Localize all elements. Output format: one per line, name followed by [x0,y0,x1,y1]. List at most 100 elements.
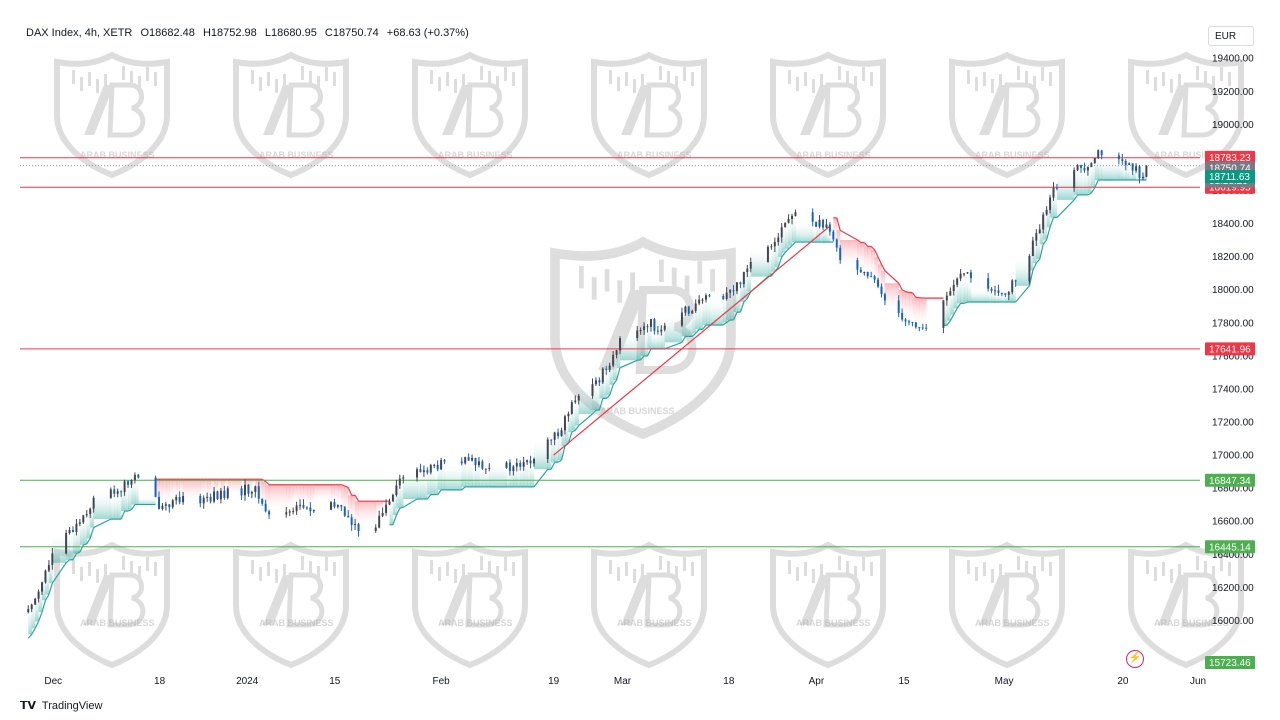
ohlc-low: L18680.95 [264,27,317,39]
cloud-segment [788,215,793,246]
cloud-segment [995,293,999,303]
trend-stop-line [341,484,345,487]
cloud-segment [743,268,748,299]
candle [433,463,436,469]
candle [350,514,353,531]
trend-stop-line [836,217,841,231]
time-tick-label: 18 [154,676,166,687]
candle [1042,212,1045,234]
time-tick-label: Jun [1190,676,1206,687]
trend-stop-line [612,379,618,386]
candle [698,295,701,306]
candle [577,394,580,405]
cloud-segment [1136,178,1140,180]
cloud-segment [616,338,621,368]
candle [374,524,377,533]
cloud-segment [248,479,253,492]
candle [908,319,911,326]
cloud-segment [864,246,869,277]
candle [27,605,30,614]
trend-stop-line [664,341,683,350]
cloud-segment [262,481,266,512]
svg-text:16445.14: 16445.14 [1209,542,1251,553]
symbol-name[interactable]: DAX Index, 4h, XETR [26,27,133,39]
cloud-segment [1129,170,1133,180]
brand-name: TradingView [41,700,103,712]
cloud-segment [351,495,356,524]
level-price-tag[interactable]: 16847.34 [1205,473,1255,487]
trend-stop-line [550,461,556,470]
footer-brand[interactable]: 𝗧𝗩 TradingView [20,699,102,712]
cloud-segment [953,278,958,309]
candle [553,431,556,446]
cloud-segment [31,598,36,629]
trendline[interactable] [553,226,830,456]
trend-stop-line [901,289,906,293]
trend-stop-line [640,355,645,361]
cloud-segment [461,457,466,487]
candle [178,491,181,505]
candle [347,510,350,518]
cloud-segment [165,479,170,508]
cloud-segment [444,463,463,490]
price-tag[interactable]: 15723.46 [1205,656,1255,670]
horizontal-levels [20,157,1200,548]
cloud-segment [874,256,879,287]
candle [168,503,171,513]
candle [309,502,312,517]
cloud-segment [988,290,992,303]
trend-stop-line [344,485,349,489]
level-price-tag[interactable]: 16445.14 [1205,540,1255,554]
level-price-tag[interactable]: 17641.96 [1205,342,1255,356]
candle [608,362,611,373]
candle [639,327,642,335]
trend-stop-line [963,301,968,304]
time-axis[interactable]: Dec 18 2024 15 Feb 19 Mar 18 Apr 15 May 20 Jun [44,676,1206,687]
cloud-segment [812,226,817,243]
cloud-segment [1074,165,1078,195]
trend-stop-line [31,628,36,635]
candle [1083,162,1086,173]
cloud-segment [441,461,445,490]
cloud-segment [399,477,404,508]
cloud-segment [1056,170,1075,200]
trend-stop-line [870,246,876,251]
cloud-segment [42,570,46,601]
cloud-segment [568,402,573,432]
trend-stop-line [905,291,910,293]
candle [1049,194,1052,214]
cloud-segment [819,227,824,243]
trend-stop-line [461,486,466,491]
price-tag[interactable]: 18783.23 [1205,150,1255,164]
candle [1055,183,1058,191]
candle [436,460,439,472]
price-tag[interactable]: 18711.63 [1205,169,1255,183]
cloud-segment [523,460,528,487]
cloud-segment [613,350,617,381]
trend-stop-line [79,544,84,553]
candle [202,495,205,509]
trend-stop-line [354,494,360,502]
candle [729,288,732,299]
currency-selector[interactable]: EUR [1208,26,1254,46]
cloud-segment [220,479,225,498]
candle [137,473,140,479]
flash-icon[interactable]: ⚡ [1126,650,1144,668]
cloud-segment [943,295,948,326]
trend-stop-line [89,527,95,539]
candle [82,515,85,524]
time-tick-label: 15 [329,676,341,687]
candles [27,149,1148,614]
candle [560,427,563,437]
cloud-segment [269,484,287,513]
candle [488,463,491,472]
candle [1093,158,1096,164]
cloud-segment [1091,158,1096,188]
cloud-segment [771,241,776,272]
cloud-segment [509,466,514,487]
cloud-segment [1132,166,1137,180]
watermark-text: ARAB BUSINESS [617,150,692,160]
cloud-segment [1029,240,1034,271]
watermark-shield-icon [949,541,1065,669]
